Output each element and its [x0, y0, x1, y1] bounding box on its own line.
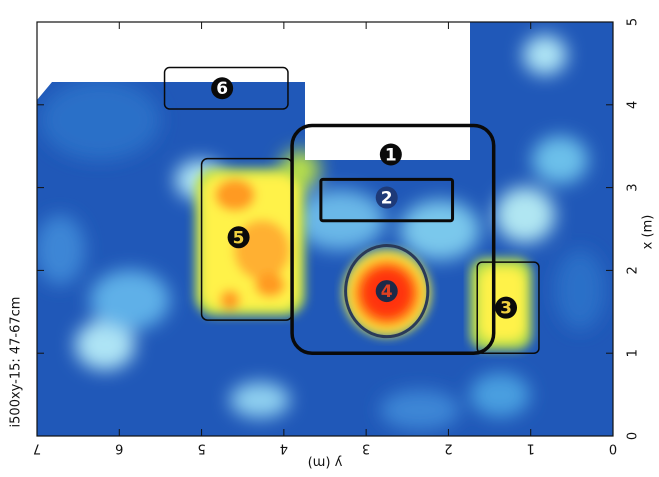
tick-label-y: 3 — [362, 441, 370, 456]
tick-label-y: 7 — [33, 441, 41, 456]
no-data-region — [37, 22, 160, 100]
annotation-4-outline — [344, 244, 430, 339]
tick-label-y: 0 — [609, 441, 617, 456]
annotation-2-outline — [319, 177, 455, 223]
annotation-6-badge — [211, 77, 234, 100]
hotspot-5 — [195, 168, 305, 316]
annotation-2-label: 2 — [381, 189, 393, 209]
annotation-6-outline — [163, 66, 289, 110]
annotation-5-outline — [200, 157, 293, 321]
annotation-3-outline — [476, 261, 540, 354]
tick-label-y: 4 — [280, 441, 288, 456]
annotation-4-label: 4 — [381, 282, 393, 302]
annotation-1-badge — [379, 143, 402, 166]
plot-frame — [36, 21, 614, 437]
tick-label-y: 6 — [115, 441, 123, 456]
tick-label-y: 2 — [444, 441, 452, 456]
right-axis-title: x (m) — [641, 215, 656, 250]
annotation-2-badge — [375, 186, 398, 209]
annotation-5-badge — [227, 226, 250, 249]
tick-label-x: 2 — [626, 266, 641, 274]
y-axis-ticks: 7 6 5 4 3 2 1 0 — [33, 22, 617, 456]
heatmap-field — [37, 22, 613, 436]
annotation-3-badge — [495, 296, 518, 319]
tick-label-x: 3 — [626, 183, 641, 191]
tick-label-x: 5 — [626, 18, 641, 26]
annotation-1-label: 1 — [385, 145, 397, 165]
annotation-3-label: 3 — [500, 299, 512, 319]
tick-label-y: 1 — [527, 441, 535, 456]
annotation-4-badge — [375, 280, 398, 303]
side-label: i500xy-15: 47-67cm — [9, 297, 24, 428]
annotation-6-label: 6 — [216, 79, 228, 99]
bottom-axis-title: y (m) — [308, 455, 343, 470]
tick-label-y: 5 — [197, 441, 205, 456]
tick-label-x: 4 — [626, 101, 641, 109]
x-axis-ticks: 0 1 2 3 4 5 — [37, 18, 641, 440]
annotation-layer: 1 2 3 4 5 6 — [163, 66, 540, 355]
tick-label-x: 0 — [626, 432, 641, 440]
heatmap-texture — [37, 35, 605, 430]
annotation-5-label: 5 — [233, 228, 245, 248]
tick-label-x: 1 — [626, 349, 641, 357]
